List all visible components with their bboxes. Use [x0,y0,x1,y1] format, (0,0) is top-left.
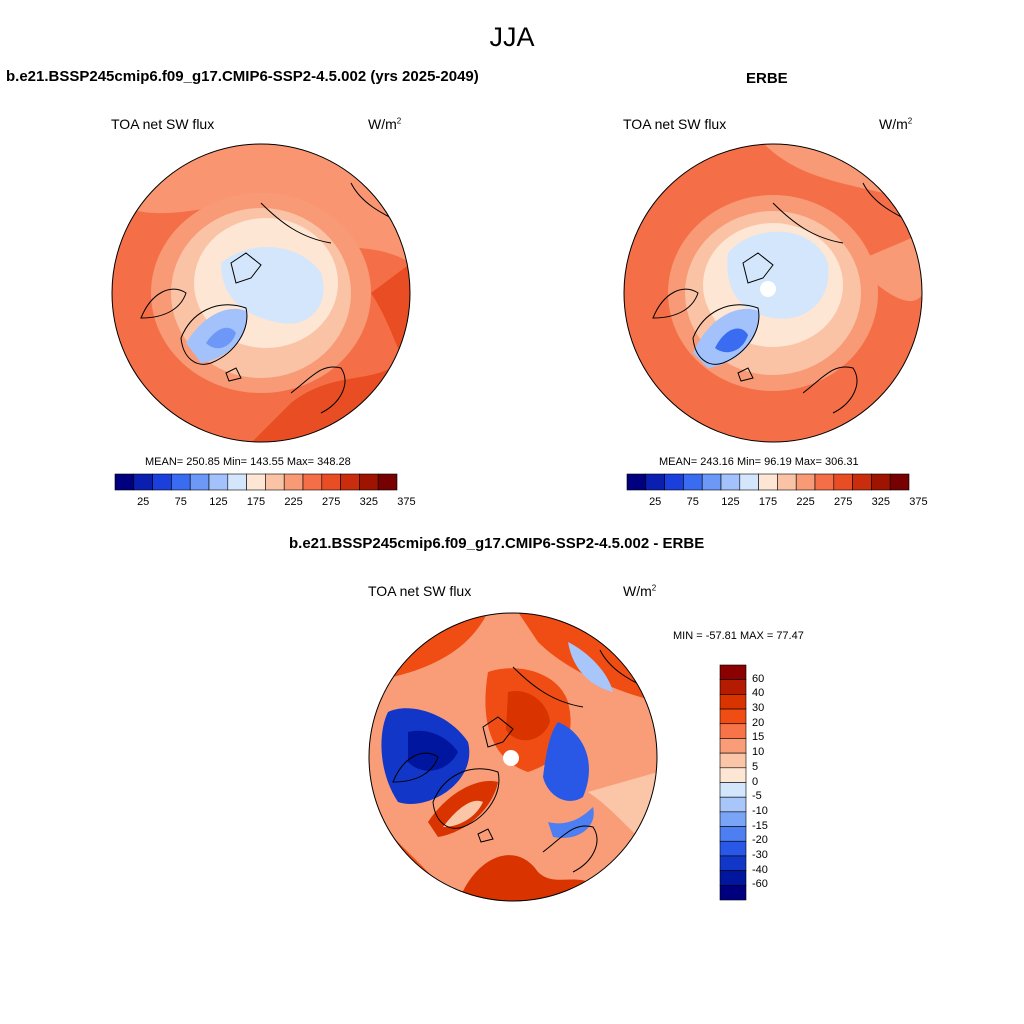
model-colorbar-swatch [283,473,304,491]
obs-colorbar-tick-label: 25 [649,496,662,508]
diff-colorbar-tick-label: 0 [752,775,759,788]
diff-colorbar-swatch [719,885,747,901]
model-colorbar-swatch [114,473,135,491]
obs-colorbar-swatch [889,473,910,491]
model-panel-heading: b.e21.BSSP245cmip6.f09_g17.CMIP6-SSP2-4.… [6,68,479,85]
diff-colorbar-swatch [719,664,747,680]
obs-colorbar-tick-label: 275 [834,496,853,508]
diff-colorbar-swatch [719,708,747,725]
obs-stats: MEAN= 243.16 Min= 96.19 Max= 306.31 [659,456,859,468]
diff-colorbar-swatch [719,723,747,739]
model-colorbar-tick-label: 275 [322,496,341,508]
obs-colorbar-swatch [814,473,835,491]
obs-colorbar-swatch [777,473,797,491]
diff-colorbar-swatch [719,782,747,798]
model-colorbar [114,473,398,491]
diff-colorbar-swatch [719,694,747,710]
model-colorbar-swatch [265,473,285,491]
model-colorbar-tick-label: 125 [209,496,228,508]
obs-colorbar-tick-label: 375 [909,496,928,508]
obs-variable-label: TOA net SW flux [623,116,727,132]
obs-colorbar-swatch [626,473,647,491]
obs-colorbar-swatch [739,473,759,491]
diff-colorbar-swatch [719,752,747,769]
model-colorbar-tick-label: 225 [284,496,303,508]
model-colorbar-swatch [152,473,172,491]
main-title: JJA [489,22,535,52]
diff-colorbar-labels: 60 40 30 20 15 10 5 0 -5 -10 -15 -20 -30 -40 -60 [752,665,792,900]
model-colorbar-swatch [227,473,247,491]
model-colorbar-swatch [302,473,323,491]
diff-variable-label: TOA net SW flux [368,583,472,599]
obs-colorbar-swatch [701,473,722,491]
model-colorbar-tick-label: 375 [397,496,416,508]
model-colorbar-swatch [171,473,191,491]
diff-colorbar-tick-label: -40 [752,863,768,876]
diff-colorbar-swatch [719,855,747,871]
obs-polar-map [623,143,923,443]
obs-colorbar-swatch [664,473,684,491]
model-colorbar-tick-label: 25 [137,496,150,508]
obs-colorbar-swatch [833,473,853,491]
diff-colorbar-swatch [719,796,747,813]
model-colorbar-swatch [133,473,153,491]
diff-colorbar [719,664,747,901]
diff-panel-heading: b.e21.BSSP245cmip6.f09_g17.CMIP6-SSP2-4.… [289,535,705,552]
model-colorbar-swatch [189,473,210,491]
obs-colorbar-tick-label: 125 [721,496,740,508]
model-colorbar-swatch [377,473,398,491]
diff-colorbar-tick-label: 15 [752,731,765,744]
obs-colorbar [626,473,910,491]
obs-colorbar-swatch [720,473,741,491]
diff-colorbar-swatch [719,811,747,827]
diff-colorbar-swatch [719,738,747,754]
model-colorbar-swatch [208,473,229,491]
diff-colorbar-swatch [719,767,747,783]
obs-colorbar-swatch [871,473,891,491]
obs-colorbar-swatch [758,473,778,491]
obs-colorbar-swatch [795,473,816,491]
diff-colorbar-tick-label: -20 [752,834,768,847]
model-colorbar-swatch [246,473,266,491]
model-colorbar-swatch [321,473,341,491]
model-units-label: W/m2 [368,116,402,132]
diff-polar-map [368,612,658,902]
diff-colorbar-tick-label: -15 [752,819,768,832]
model-colorbar-swatch [340,473,360,491]
diff-colorbar-tick-label: 60 [752,672,765,685]
diff-stats: MIN = -57.81 MAX = 77.47 [673,630,804,642]
obs-colorbar-tick-label: 175 [758,496,778,508]
model-variable-label: TOA net SW flux [111,116,215,132]
diff-colorbar-tick-label: 5 [752,760,759,773]
model-colorbar-tick-label: 325 [359,496,378,508]
obs-colorbar-swatch [683,473,703,491]
diff-colorbar-tick-label: -10 [752,804,768,817]
diff-colorbar-tick-label: -60 [752,878,768,891]
model-colorbar-labels: 25 75 125 175 225 275 325 375 [115,496,416,510]
diff-colorbar-tick-label: -30 [752,848,768,861]
obs-units-label: W/m2 [879,116,913,132]
diff-units-label: W/m2 [623,583,657,599]
model-polar-map [111,143,411,443]
obs-colorbar-swatch [852,473,872,491]
obs-colorbar-tick-label: 75 [686,496,699,508]
diff-colorbar-swatch [719,870,747,886]
diff-colorbar-tick-label: 20 [752,716,765,729]
model-colorbar-tick-label: 75 [174,496,187,508]
diff-colorbar-swatch [719,826,747,842]
obs-colorbar-swatch [645,473,665,491]
diff-colorbar-tick-label: 30 [752,702,765,715]
obs-colorbar-tick-label: 225 [796,496,815,508]
model-stats: MEAN= 250.85 Min= 143.55 Max= 348.28 [145,456,351,468]
diff-colorbar-tick-label: 10 [752,746,765,759]
diff-colorbar-tick-label: 40 [752,687,765,700]
model-colorbar-tick-label: 175 [246,496,266,508]
diff-colorbar-tick-label: -5 [752,790,762,803]
model-colorbar-swatch [359,473,379,491]
obs-panel-heading: ERBE [746,70,788,87]
obs-colorbar-tick-label: 325 [871,496,890,508]
diff-colorbar-swatch [719,679,747,695]
diff-colorbar-swatch [719,840,747,857]
obs-colorbar-labels: 25 75 125 175 225 275 325 375 [627,496,928,510]
